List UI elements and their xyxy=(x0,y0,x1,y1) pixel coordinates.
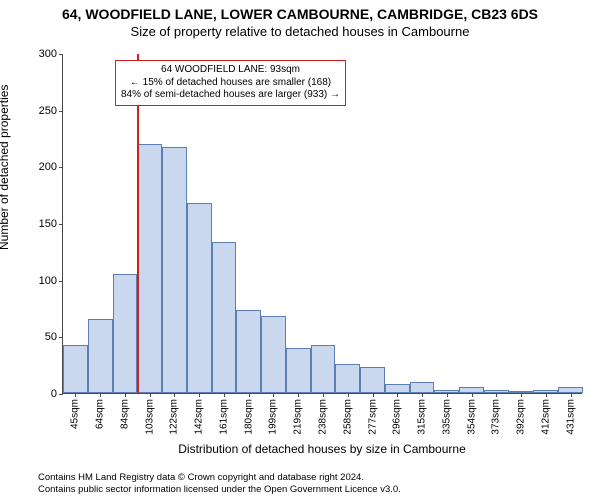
y-tick-label: 250 xyxy=(39,105,57,117)
plot: 05010015020025030045sqm64sqm84sqm103sqm1… xyxy=(62,54,582,394)
x-tick xyxy=(125,393,126,397)
x-tick xyxy=(422,393,423,397)
x-tick-label: 392sqm xyxy=(516,399,527,435)
x-tick-label: 373sqm xyxy=(491,399,502,435)
x-axis-label: Distribution of detached houses by size … xyxy=(62,442,582,456)
annotation-line: 84% of semi-detached houses are larger (… xyxy=(121,89,340,102)
x-tick-label: 258sqm xyxy=(342,399,353,435)
x-tick-label: 238sqm xyxy=(318,399,329,435)
x-tick xyxy=(472,393,473,397)
x-tick xyxy=(199,393,200,397)
histogram-bar xyxy=(360,367,385,393)
plot-area: 05010015020025030045sqm64sqm84sqm103sqm1… xyxy=(62,54,582,394)
histogram-bar xyxy=(261,316,286,393)
x-tick xyxy=(496,393,497,397)
x-tick-label: 199sqm xyxy=(268,399,279,435)
x-tick xyxy=(298,393,299,397)
histogram-bar xyxy=(162,147,187,393)
histogram-bar xyxy=(187,203,212,393)
x-tick xyxy=(521,393,522,397)
y-tick-label: 0 xyxy=(51,388,57,400)
y-tick xyxy=(59,111,63,112)
annotation-line: ← 15% of detached houses are smaller (16… xyxy=(121,77,340,90)
x-tick-label: 412sqm xyxy=(540,399,551,435)
x-tick-label: 335sqm xyxy=(441,399,452,435)
footer-line1: Contains HM Land Registry data © Crown c… xyxy=(38,472,590,484)
x-tick xyxy=(249,393,250,397)
y-tick xyxy=(59,281,63,282)
y-tick xyxy=(59,167,63,168)
x-tick xyxy=(348,393,349,397)
x-tick-label: 45sqm xyxy=(70,399,81,429)
y-tick xyxy=(59,394,63,395)
histogram-bar xyxy=(63,345,88,393)
chart-container: 64, WOODFIELD LANE, LOWER CAMBOURNE, CAM… xyxy=(0,0,600,500)
histogram-bar xyxy=(88,319,113,393)
x-tick-label: 315sqm xyxy=(417,399,428,435)
x-tick-label: 180sqm xyxy=(243,399,254,435)
x-tick-label: 431sqm xyxy=(565,399,576,435)
x-tick-label: 296sqm xyxy=(392,399,403,435)
x-tick xyxy=(546,393,547,397)
y-tick xyxy=(59,224,63,225)
x-tick-label: 142sqm xyxy=(194,399,205,435)
y-tick-label: 200 xyxy=(39,161,57,173)
x-tick xyxy=(174,393,175,397)
histogram-bar xyxy=(385,384,410,393)
x-tick-label: 122sqm xyxy=(169,399,180,435)
histogram-bar xyxy=(410,382,435,393)
histogram-bar xyxy=(137,144,162,393)
chart-title-line2: Size of property relative to detached ho… xyxy=(0,22,600,39)
x-tick-label: 84sqm xyxy=(119,399,130,429)
y-tick-label: 100 xyxy=(39,275,57,287)
x-tick-label: 354sqm xyxy=(466,399,477,435)
x-tick xyxy=(273,393,274,397)
footer-line2: Contains public sector information licen… xyxy=(38,484,590,496)
x-axis-label-wrap: Distribution of detached houses by size … xyxy=(62,440,582,456)
x-tick xyxy=(571,393,572,397)
x-tick-label: 103sqm xyxy=(144,399,155,435)
y-tick xyxy=(59,337,63,338)
x-tick xyxy=(224,393,225,397)
histogram-bar xyxy=(335,364,360,393)
x-tick xyxy=(373,393,374,397)
chart-title-line1: 64, WOODFIELD LANE, LOWER CAMBOURNE, CAM… xyxy=(0,0,600,22)
x-tick-label: 161sqm xyxy=(218,399,229,435)
histogram-bar xyxy=(286,348,311,393)
histogram-bar xyxy=(212,242,237,393)
annotation-box: 64 WOODFIELD LANE: 93sqm← 15% of detache… xyxy=(115,60,346,106)
y-tick-label: 300 xyxy=(39,48,57,60)
x-tick xyxy=(150,393,151,397)
histogram-bar xyxy=(311,345,336,393)
y-tick-label: 150 xyxy=(39,218,57,230)
x-tick xyxy=(100,393,101,397)
x-tick xyxy=(447,393,448,397)
y-tick-label: 50 xyxy=(45,331,57,343)
x-tick-label: 219sqm xyxy=(293,399,304,435)
x-tick xyxy=(397,393,398,397)
histogram-bar xyxy=(113,274,138,393)
y-tick xyxy=(59,54,63,55)
x-tick xyxy=(75,393,76,397)
x-tick-label: 277sqm xyxy=(367,399,378,435)
x-tick-label: 64sqm xyxy=(95,399,106,429)
annotation-line: 64 WOODFIELD LANE: 93sqm xyxy=(121,64,340,77)
x-tick xyxy=(323,393,324,397)
y-axis-label: Number of detached properties xyxy=(0,85,11,250)
histogram-bar xyxy=(236,310,261,393)
footer: Contains HM Land Registry data © Crown c… xyxy=(38,472,590,496)
